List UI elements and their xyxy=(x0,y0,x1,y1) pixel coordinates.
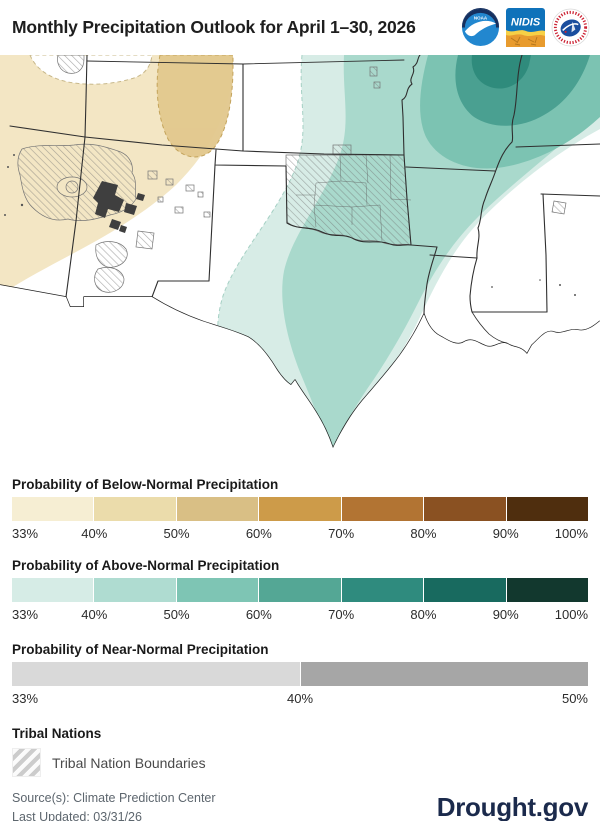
noaa-logo-text: NOAA xyxy=(474,16,488,21)
legend-near-labels: 33% 40% 50% xyxy=(12,690,588,707)
legend-above-normal: Probability of Above-Normal Precipitatio… xyxy=(0,558,600,623)
above-normal-band-5 xyxy=(471,55,531,89)
legend-swatch xyxy=(176,578,259,602)
tick-label: 40% xyxy=(286,691,314,706)
legend-swatch xyxy=(506,497,588,521)
source-text: Source(s): Climate Prediction Center xyxy=(12,791,216,805)
legend-below-normal: Probability of Below-Normal Precipitatio… xyxy=(0,477,600,542)
legend-swatch xyxy=(12,578,94,602)
nidis-logo-icon: NIDIS xyxy=(506,8,545,47)
nidis-logo-text: NIDIS xyxy=(511,17,541,29)
legend-below-bar xyxy=(12,497,588,521)
tick-label: 50% xyxy=(163,607,190,622)
tribal-area-hopi xyxy=(65,180,79,194)
legend-swatch xyxy=(506,578,588,602)
legend-swatch xyxy=(12,662,300,686)
tribal-area-ute xyxy=(57,55,85,74)
legend-swatch xyxy=(300,662,588,686)
tick-label: 40% xyxy=(81,607,108,622)
legend-swatch xyxy=(12,497,94,521)
legend-tribal-nations: Tribal Nations Tribal Nation Boundaries xyxy=(0,726,600,777)
legend-swatch xyxy=(341,578,424,602)
legend-swatch xyxy=(94,578,176,602)
state-borders xyxy=(9,55,600,344)
legend-swatch xyxy=(259,497,341,521)
tick-label: 100% xyxy=(554,607,588,622)
tick-label: 50% xyxy=(163,526,190,541)
tick-label: 60% xyxy=(245,607,272,622)
tick-label: 70% xyxy=(328,526,355,541)
footer: Source(s): Climate Prediction Center Las… xyxy=(0,789,600,821)
legend-near-bar xyxy=(12,662,588,686)
page-title: Monthly Precipitation Outlook for April … xyxy=(12,17,416,37)
map-speckles xyxy=(4,154,576,296)
legend-above-labels: 33% 40% 50% 60% 70% 80% 90% 100% xyxy=(12,606,588,623)
legend-swatch xyxy=(94,497,176,521)
legend-above-title: Probability of Above-Normal Precipitatio… xyxy=(12,558,280,573)
noaa-logo-icon: NOAA xyxy=(461,8,500,47)
tick-label: 100% xyxy=(554,526,588,541)
legend-above-bar xyxy=(12,578,588,602)
tick-label: 80% xyxy=(410,526,437,541)
tribal-title: Tribal Nations xyxy=(12,726,102,741)
tick-label: 50% xyxy=(561,691,588,706)
tick-label: 33% xyxy=(12,691,39,706)
nws-logo-icon xyxy=(551,8,590,47)
last-updated-text: Last Updated: 03/31/26 xyxy=(12,809,142,821)
precipitation-outlook-map xyxy=(0,55,600,470)
legend-near-title: Probability of Near-Normal Precipitation xyxy=(12,642,269,657)
tribal-internal-boundaries xyxy=(296,154,412,242)
legend-near-normal: Probability of Near-Normal Precipitation… xyxy=(0,642,600,707)
legend-swatch xyxy=(176,497,259,521)
header: Monthly Precipitation Outlook for April … xyxy=(0,0,600,55)
tick-label: 33% xyxy=(12,526,39,541)
trust-land-patches xyxy=(93,181,145,233)
tick-label: 40% xyxy=(81,526,108,541)
agency-logos: NOAA NIDIS xyxy=(461,8,590,47)
tick-label: 33% xyxy=(12,607,39,622)
legend-below-title: Probability of Below-Normal Precipitatio… xyxy=(12,477,279,492)
drought-gov-wordmark: Drought.gov xyxy=(436,792,589,821)
legend-swatch xyxy=(259,578,341,602)
map-svg xyxy=(0,55,600,448)
tick-label: 90% xyxy=(492,607,519,622)
tick-label: 70% xyxy=(328,607,355,622)
tribal-boundary-label: Tribal Nation Boundaries xyxy=(52,754,206,771)
legend-below-labels: 33% 40% 50% 60% 70% 80% 90% 100% xyxy=(12,525,588,542)
tick-label: 90% xyxy=(492,526,519,541)
tribal-hatch-swatch xyxy=(12,748,41,777)
tick-label: 60% xyxy=(245,526,272,541)
legend-swatch xyxy=(424,578,506,602)
legend-swatch xyxy=(424,497,506,521)
legend-swatch xyxy=(341,497,424,521)
tick-label: 80% xyxy=(410,607,437,622)
